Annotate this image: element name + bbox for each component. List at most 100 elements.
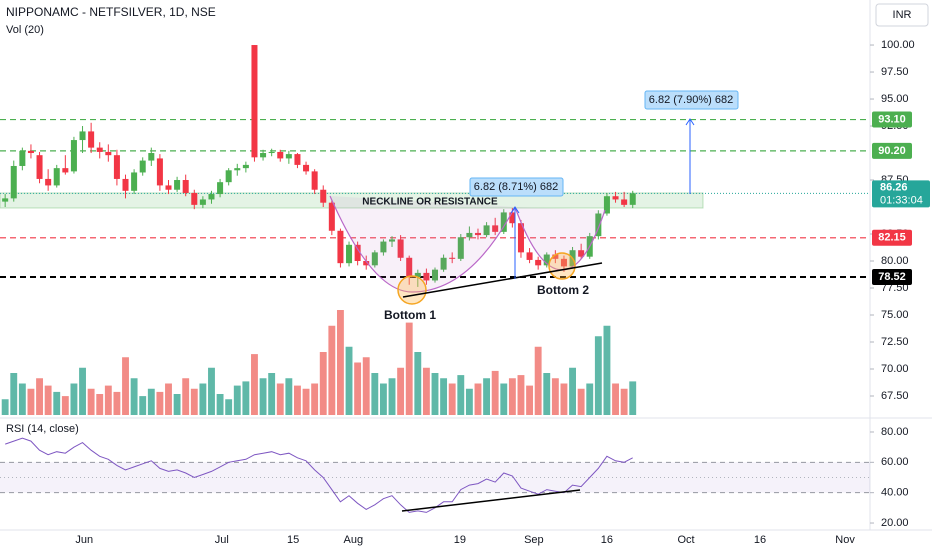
candle-body xyxy=(62,168,69,173)
volume-bar xyxy=(586,383,594,415)
candle-body xyxy=(105,151,112,156)
volume-bar xyxy=(388,378,396,415)
x-tick-label: 16 xyxy=(601,534,613,546)
volume-bar xyxy=(122,357,129,415)
volume-bar xyxy=(182,378,190,415)
candle-body xyxy=(268,151,275,154)
candle-body xyxy=(397,239,404,258)
candle-body xyxy=(354,244,361,262)
x-tick-label: Oct xyxy=(677,534,694,546)
volume-bar xyxy=(354,362,362,415)
marks-layer xyxy=(2,45,636,513)
candle-body xyxy=(156,158,163,186)
rsi-trendline xyxy=(401,489,581,512)
candle-body xyxy=(337,230,344,264)
currency-box[interactable] xyxy=(875,3,929,27)
candle-body xyxy=(517,223,524,253)
x-tick-label: Sep xyxy=(524,534,544,546)
candle-body xyxy=(182,180,189,193)
volume-bar xyxy=(414,352,422,415)
volume-bar xyxy=(405,322,413,415)
level-label-box xyxy=(872,142,912,159)
candle-body xyxy=(225,170,232,183)
candle-body xyxy=(303,164,310,172)
candle-body xyxy=(612,196,619,200)
volume-bar xyxy=(379,383,387,415)
candle-body xyxy=(380,241,387,253)
candle-body xyxy=(96,147,103,152)
candle-body xyxy=(122,178,129,191)
candle-body xyxy=(603,196,610,214)
candle-body xyxy=(483,225,490,236)
x-tick-label: Jul xyxy=(215,534,229,546)
candle-body xyxy=(113,155,120,179)
volume-bar xyxy=(44,385,52,415)
y-tick-label: 97.50 xyxy=(881,66,909,78)
back-layer xyxy=(0,0,932,531)
volume-bar xyxy=(448,383,456,415)
candle-body xyxy=(371,252,378,266)
rsi-title: RSI (14, close) xyxy=(6,423,79,435)
candle-body xyxy=(595,213,602,237)
measure-label: 6.82 (7.90%) 682 xyxy=(649,94,733,106)
chart-title: NIPPONAMC - NETFSILVER, 1D, NSE xyxy=(6,5,216,19)
cup-fill xyxy=(515,207,605,270)
volume-bar xyxy=(208,367,215,415)
y-tick-label: 70.00 xyxy=(881,363,909,375)
candle-body xyxy=(423,272,430,281)
volume-bar xyxy=(156,391,164,415)
candle-body xyxy=(70,140,77,172)
volume-bar xyxy=(311,383,319,415)
candle-body xyxy=(466,232,473,238)
y-tick-label: 40.00 xyxy=(881,487,909,499)
volume-bar xyxy=(328,325,336,415)
arrow-head xyxy=(685,118,695,126)
volume-bar xyxy=(268,373,276,415)
y-tick-label: 100.00 xyxy=(881,39,915,51)
candle-body xyxy=(148,153,155,161)
candle-body xyxy=(526,252,533,260)
volume-bar xyxy=(225,399,233,415)
volume-bar xyxy=(431,373,439,415)
currency[interactable]: INR xyxy=(893,9,912,21)
candle-body xyxy=(2,198,9,202)
volume-bar xyxy=(457,375,465,415)
candle-body xyxy=(10,165,17,199)
volume-bar xyxy=(551,378,559,415)
candle-body xyxy=(449,257,456,259)
y-tick-label: 75.00 xyxy=(881,309,909,321)
volume-bar xyxy=(10,373,18,415)
level-label: 78.52 xyxy=(878,271,906,283)
bottom-circle xyxy=(397,275,427,305)
volume-bar xyxy=(336,310,344,415)
candle-body xyxy=(552,254,559,259)
x-tick-label: Aug xyxy=(344,534,364,546)
candle-body xyxy=(79,131,86,141)
bottom-circle xyxy=(548,252,576,280)
candle-body xyxy=(414,272,421,278)
y-tick-label: 95.00 xyxy=(881,93,909,105)
volume-bar xyxy=(36,378,43,415)
level-label-box xyxy=(872,268,912,285)
level-label-box xyxy=(872,229,912,246)
volume-bar xyxy=(173,394,181,415)
candle-body xyxy=(406,257,413,278)
candle-body xyxy=(45,178,52,186)
x-tick-label: Jun xyxy=(75,534,93,546)
level-label: 90.20 xyxy=(878,145,906,157)
x-tick-label: 19 xyxy=(454,534,466,546)
trendline xyxy=(402,262,603,298)
y-tick-label: 72.50 xyxy=(881,336,909,348)
volume-bar xyxy=(474,383,482,415)
volume-bar xyxy=(345,346,353,415)
volume-bar xyxy=(629,381,637,415)
volume-bar xyxy=(96,394,104,415)
volume-bar xyxy=(612,383,619,415)
x-tick-label: Nov xyxy=(835,534,855,546)
front-layer: 6.82 (8.71%) 682 6.82 (7.90%) 682 NECKLI… xyxy=(6,3,930,546)
candle-body xyxy=(560,258,567,267)
candle-body xyxy=(277,151,284,159)
candle-body xyxy=(251,45,258,158)
candle-body xyxy=(457,237,464,259)
